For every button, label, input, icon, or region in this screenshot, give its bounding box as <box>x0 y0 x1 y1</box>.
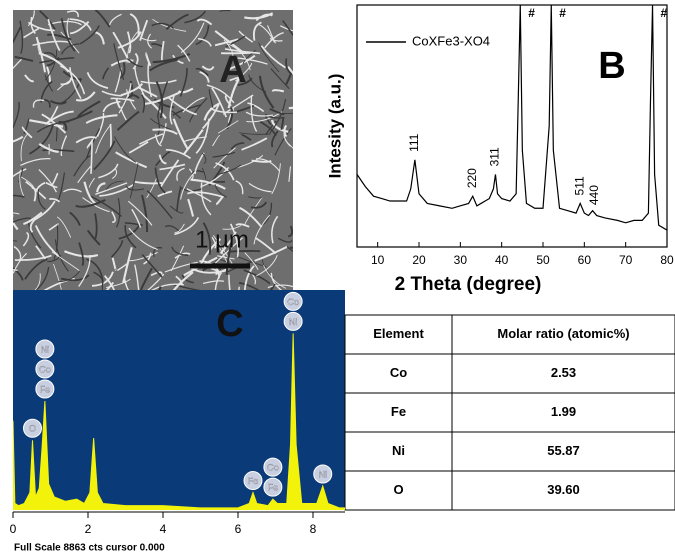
table-value: Ni <box>392 443 405 458</box>
flake-edge <box>289 107 321 109</box>
table-value: Fe <box>391 404 406 419</box>
table-value: Co <box>390 365 407 380</box>
panel-label: C <box>216 303 243 345</box>
x-tick-label: 40 <box>495 253 509 267</box>
x-tick-label: 80 <box>660 253 674 267</box>
x-tick-label: 0 <box>10 522 17 536</box>
element-label: Fe <box>268 482 279 492</box>
x-tick-label: 70 <box>619 253 633 267</box>
x-tick-label: 6 <box>235 522 242 536</box>
x-axis-label: 2 Theta (degree) <box>395 274 542 295</box>
flake-edge <box>290 248 317 251</box>
x-tick-label: 20 <box>412 253 426 267</box>
element-label: Fe <box>248 476 259 486</box>
figure: A 1 µm B 2 Theta (degree) Intesity (a.u.… <box>0 0 675 555</box>
table-value: 55.87 <box>547 443 580 458</box>
x-tick-label: 10 <box>371 253 385 267</box>
panel-label: A <box>219 49 246 91</box>
x-tick-label: 50 <box>536 253 550 267</box>
scale-bar-label: 1 µm <box>195 226 249 253</box>
element-label: Fe <box>40 384 51 394</box>
eds-footer: Full Scale 8863 cts cursor 0.000 <box>14 543 165 554</box>
element-label: Co <box>267 462 279 472</box>
peak-label: # <box>528 6 535 20</box>
y-axis-label: Intesity (a.u.) <box>325 74 344 179</box>
table-value: 39.60 <box>547 482 580 497</box>
table-value: 2.53 <box>551 365 576 380</box>
element-label: Ni <box>41 344 50 354</box>
legend-label: CoXFe3-XO4 <box>412 33 490 48</box>
panel-label: B <box>598 45 625 87</box>
element-label: Co <box>287 297 299 307</box>
peak-label: # <box>661 6 668 20</box>
x-tick-label: 60 <box>578 253 592 267</box>
peak-label: 311 <box>488 147 502 166</box>
flake-edge <box>110 124 111 148</box>
table-value: 1.99 <box>551 404 576 419</box>
x-tick-label: 4 <box>160 522 167 536</box>
x-tick-label: 2 <box>85 522 92 536</box>
element-label: Ni <box>319 469 328 479</box>
x-tick-label: 30 <box>454 253 468 267</box>
peak-label: # <box>559 6 566 20</box>
peak-label: 511 <box>572 176 586 195</box>
table-value: O <box>393 482 403 497</box>
flake-edge <box>0 269 18 270</box>
peak-label: 111 <box>407 133 421 152</box>
peak-label: 220 <box>465 168 479 188</box>
element-label: Ni <box>289 317 298 327</box>
xrd-line <box>357 5 667 230</box>
peak-label: 440 <box>587 185 601 205</box>
table-header: Molar ratio (atomic%) <box>497 326 629 341</box>
element-label: O <box>29 424 36 434</box>
element-label: Co <box>39 364 51 374</box>
table: Element Molar ratio (atomic%) Co 2.53 Fe 1.99… <box>345 315 675 510</box>
x-tick-label: 8 <box>310 522 317 536</box>
table-header: Element <box>373 326 424 341</box>
